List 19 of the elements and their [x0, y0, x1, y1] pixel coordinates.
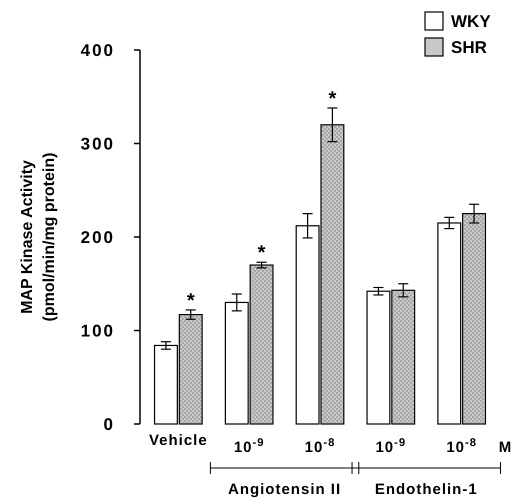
legend-label: WKY — [451, 12, 492, 31]
text: Endothelin-1 — [374, 481, 478, 498]
x-tick-label: 10$^{-8}$ — [446, 437, 478, 456]
y-tick-label: 300 — [80, 134, 115, 154]
data-label: * — [328, 88, 336, 110]
data-label: * — [258, 242, 266, 264]
text: Angiotensin II — [228, 481, 342, 498]
x-tick-label: 10$^{-8}$ — [304, 437, 336, 456]
x-tick-label: 10$^{-9}$ — [375, 437, 406, 456]
x-tick-label: 10$^{-9}$ — [234, 437, 265, 456]
y-axis-title: MAP Kinase Activity (pmol/min/mg protein) — [19, 152, 58, 322]
y-tick-label: 200 — [80, 228, 115, 247]
y-tick-label: 100 — [80, 321, 115, 340]
x-tick-label: Vehicle — [148, 432, 208, 449]
y-tick-label: 0 — [104, 414, 115, 434]
x-axis-title: M — [498, 439, 512, 456]
data-label: * — [186, 290, 195, 312]
y-tick-label: 400 — [80, 40, 115, 60]
legend-label: SHR — [451, 38, 487, 57]
